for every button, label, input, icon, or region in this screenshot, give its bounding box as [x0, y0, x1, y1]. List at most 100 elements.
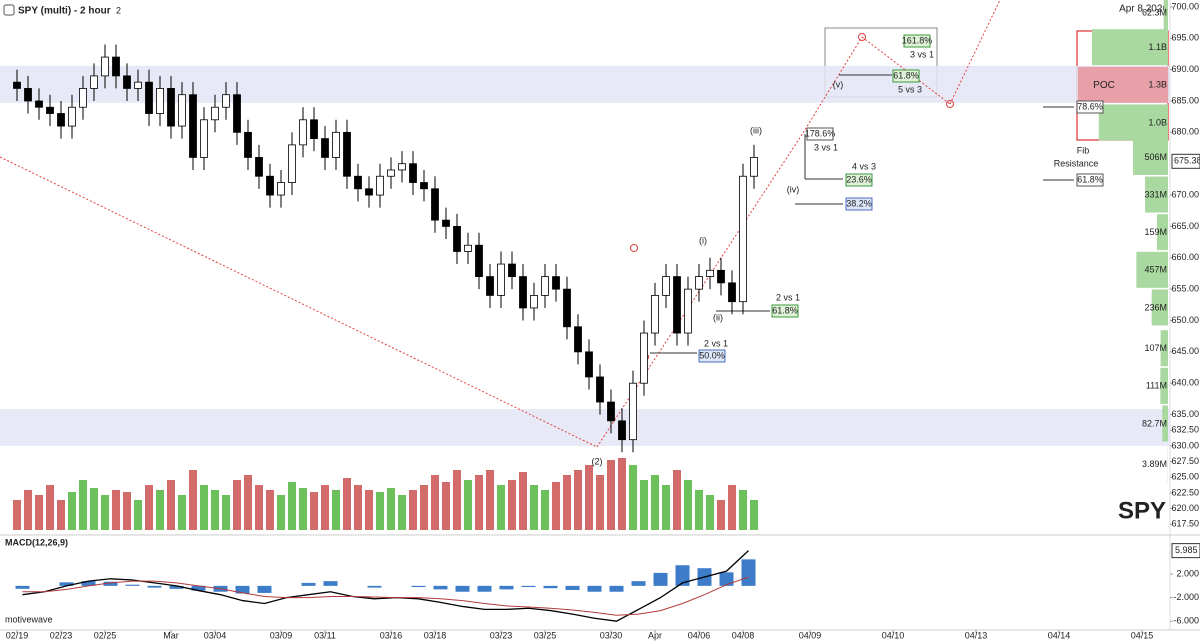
- x-tick-label: 03/18: [424, 630, 447, 640]
- candle-body: [552, 276, 560, 290]
- candle-body: [376, 175, 384, 196]
- x-tick-label: 03/11: [314, 630, 336, 640]
- macd-histogram-bar: [741, 559, 756, 586]
- macd-histogram-bar: [367, 585, 382, 588]
- fib-label: 178.6%: [805, 128, 836, 138]
- link-icon[interactable]: [3, 4, 15, 16]
- profile-bar: [1160, 367, 1168, 404]
- volume-bar: [563, 475, 571, 530]
- volume-bar: [508, 480, 516, 530]
- wave-label: Resistance: [1054, 158, 1099, 168]
- candle-body: [563, 288, 571, 328]
- volume-bar: [453, 470, 461, 530]
- trend-lines: [0, 0, 1001, 448]
- macd-histogram-bar: [631, 581, 646, 586]
- y-tick-label: 640.00: [1171, 378, 1199, 388]
- fib-label: 78.6%: [1077, 101, 1103, 111]
- wave-label: 3 vs 1: [910, 49, 934, 59]
- volume-bar: [596, 475, 604, 530]
- volume-bar: [13, 500, 21, 530]
- candle-body: [321, 138, 329, 158]
- y-tick-label: 2.000: [1176, 568, 1199, 578]
- candle-body: [354, 175, 362, 190]
- wave-label: 3 vs 1: [814, 142, 838, 152]
- candle-body: [387, 169, 395, 177]
- volume-bar: [640, 480, 648, 530]
- volume-bar: [200, 485, 208, 530]
- volume-bar: [68, 492, 76, 530]
- macd-histogram-bar: [15, 585, 30, 589]
- volume-bar: [717, 500, 725, 530]
- candle-body: [178, 94, 186, 127]
- volume-bar: [750, 500, 758, 530]
- volume-bar: [244, 475, 252, 530]
- y-tick-label: 655.00: [1171, 284, 1199, 294]
- candle-body: [332, 131, 340, 158]
- candle-body: [200, 119, 208, 158]
- y-tick-label: 617.50: [1171, 519, 1199, 529]
- fib-label: 61.8%: [772, 305, 798, 315]
- wave-label: 2 vs 1: [776, 292, 800, 302]
- y-tick-label: -2.000: [1173, 592, 1199, 602]
- volume-bar: [387, 488, 395, 530]
- last-price-box: [1171, 153, 1200, 169]
- volume-bar: [299, 488, 307, 530]
- volume-bar: [728, 485, 736, 530]
- macd-histogram-bar: [565, 585, 580, 590]
- fib-box: [806, 127, 834, 141]
- fib-box: [903, 34, 931, 48]
- volume-bar: [24, 490, 32, 530]
- profile-bar: [1145, 176, 1168, 213]
- x-tick-label: 03/25: [534, 630, 557, 640]
- profile-bar: [1162, 405, 1168, 442]
- profile-label: 1.3B: [1148, 80, 1167, 90]
- chart-title: SPY (multi) - 2 hour: [18, 6, 111, 17]
- candle-body: [167, 88, 175, 127]
- candle-body: [233, 94, 241, 133]
- y-tick-label: 680.00: [1171, 127, 1199, 137]
- candle-body: [750, 157, 758, 177]
- macd-histogram-bar: [521, 585, 536, 588]
- volume-bar: [90, 488, 98, 530]
- macd-value-box: [1171, 543, 1200, 559]
- fib-box: [1076, 173, 1104, 187]
- wave-label: 2 vs 1: [704, 338, 728, 348]
- source: motivewave: [5, 614, 53, 624]
- volume-bar: [321, 485, 329, 530]
- candle-body: [673, 276, 681, 334]
- fib-label: 61.8%: [1077, 174, 1103, 184]
- volume-bar: [156, 490, 164, 530]
- volume-bar: [398, 495, 406, 530]
- x-tick-label: Apr: [648, 630, 662, 640]
- candle-body: [739, 175, 747, 303]
- fib-label: 23.6%: [846, 174, 872, 184]
- volume-bar: [123, 492, 131, 530]
- volume-bar: [585, 465, 593, 530]
- profile-label: 107M: [1144, 343, 1167, 353]
- volume-bar: [167, 480, 175, 530]
- fib-box: [845, 197, 873, 211]
- profile-label: 506M: [1144, 152, 1167, 162]
- candle-body: [409, 163, 417, 183]
- price-zone: [0, 408, 1170, 446]
- x-tick-label: 02/25: [94, 630, 117, 640]
- wave-label: (ii): [713, 312, 723, 322]
- volume-bar: [222, 495, 230, 530]
- fib-label: 161.8%: [902, 35, 933, 45]
- macd-histogram-bar: [719, 572, 734, 586]
- volume-bar: [46, 485, 54, 530]
- fib-box: [845, 173, 873, 187]
- profile-bar: [1163, 0, 1168, 31]
- y-tick-label: 635.00: [1171, 409, 1199, 419]
- y-tick-label: 690.00: [1171, 64, 1199, 74]
- candle-body: [398, 163, 406, 171]
- candle-body: [508, 263, 516, 277]
- macd-histogram-bar: [609, 585, 624, 592]
- fib-box: [698, 349, 726, 363]
- candle-body: [651, 295, 659, 334]
- candle-body: [497, 263, 505, 296]
- volume-bar: [552, 482, 560, 530]
- candle-body: [629, 382, 637, 441]
- x-tick-label: 03/04: [204, 630, 227, 640]
- volume-bar: [530, 485, 538, 530]
